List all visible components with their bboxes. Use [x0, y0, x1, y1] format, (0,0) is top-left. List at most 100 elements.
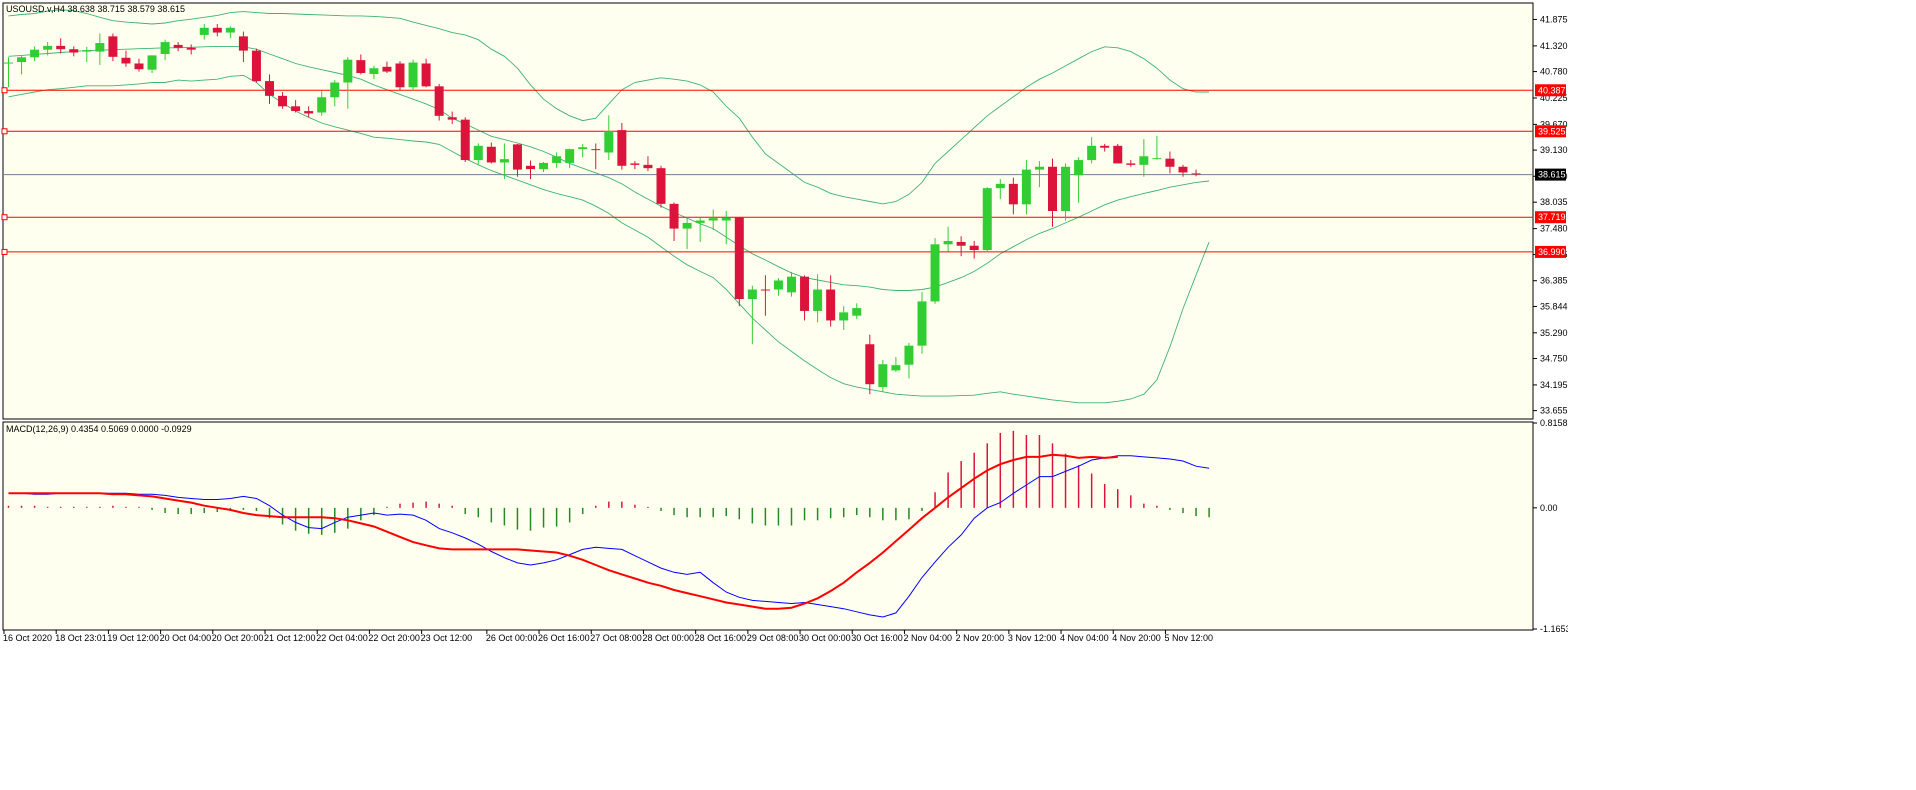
time-tick-label: 16 Oct 2020 [3, 633, 52, 643]
macd-pane[interactable] [2, 421, 1534, 631]
candle-body [4, 62, 13, 64]
level-price-label: 36.990 [1538, 247, 1566, 257]
price-tick-label: 33.655 [1540, 406, 1568, 416]
candle-body [512, 144, 522, 170]
time-tick-label: 28 Oct 00:00 [642, 633, 694, 643]
time-tick-label: 3 Nov 12:00 [1008, 633, 1057, 643]
macd-tick-label: 0.8158 [1540, 418, 1568, 428]
current-price-tag [1535, 168, 1566, 181]
candle-body [30, 49, 40, 58]
price-tick-label: 36.385 [1540, 276, 1568, 286]
price-tick-label: 35.844 [1540, 301, 1568, 311]
price-tick-label: 37.480 [1540, 224, 1568, 234]
level-handle[interactable] [1, 128, 8, 135]
candle-body [656, 168, 666, 204]
time-tick-label: 2 Nov 20:00 [956, 633, 1005, 643]
price-pane[interactable] [2, 2, 1534, 420]
candle-body [1021, 169, 1031, 205]
candle-body [121, 57, 131, 64]
candle-body [878, 364, 888, 388]
price-tick-label: 35.290 [1540, 328, 1568, 338]
candle-body [382, 66, 392, 72]
bollinger-middle-band [8, 45, 1210, 291]
candle-body [1048, 166, 1057, 211]
candle-body [943, 240, 953, 245]
level-handle[interactable] [1, 87, 8, 94]
candle-body [669, 203, 679, 229]
time-tick-label: 26 Oct 16:00 [538, 633, 590, 643]
level-handle[interactable] [1, 214, 8, 221]
time-tick-label: 20 Oct 04:00 [160, 633, 212, 643]
candle-body [982, 188, 992, 251]
macd-tick-label: 0.00 [1540, 503, 1558, 513]
candle-body [852, 308, 862, 316]
level-price-tag [1535, 125, 1566, 138]
candle-body [904, 345, 914, 365]
candle-body [186, 47, 196, 50]
candle-body [160, 42, 170, 54]
time-tick-label: 2 Nov 04:00 [903, 633, 952, 643]
candle-body [539, 162, 549, 170]
candle-body [317, 97, 327, 113]
candle-body [800, 276, 810, 311]
candle-body [578, 147, 588, 150]
candle-body [43, 45, 53, 50]
time-tick-label: 19 Oct 12:00 [107, 633, 159, 643]
candle-body [813, 289, 823, 311]
macd-tick-label: -1.1653 [1540, 624, 1568, 634]
candle-body [134, 63, 144, 70]
price-tick-label: 34.195 [1540, 380, 1568, 390]
candle-body [343, 59, 353, 83]
level-price-label: 40.387 [1538, 85, 1566, 95]
candle-body [565, 149, 575, 163]
candle-body [591, 149, 601, 151]
time-tick-label: 4 Nov 20:00 [1112, 633, 1161, 643]
candle-body [643, 164, 653, 169]
candle-body [69, 49, 79, 53]
candle-body [1126, 163, 1136, 165]
price-tick-label: 34.750 [1540, 354, 1568, 364]
macd-plot [7, 430, 1210, 618]
candle-body [473, 145, 483, 161]
candle-body [369, 68, 379, 74]
bollinger-lower-band [8, 74, 1210, 404]
candle-body [1165, 158, 1175, 167]
candle-body [1034, 166, 1044, 170]
time-tick-label: 23 Oct 12:00 [421, 633, 473, 643]
candle-body [95, 43, 105, 52]
candle-body [1074, 160, 1084, 176]
time-tick-label: 27 Oct 08:00 [590, 633, 642, 643]
time-tick-label: 28 Oct 16:00 [695, 633, 747, 643]
level-price-label: 37.719 [1538, 212, 1566, 222]
symbol-header: USOUSD.v,H4 38.638 38.715 38.579 38.615 [6, 4, 185, 14]
candle-body [395, 63, 405, 88]
candle-body [265, 81, 274, 96]
level-handle[interactable] [1, 248, 8, 255]
current-price-label: 38.615 [1538, 170, 1566, 180]
candle-body [421, 63, 431, 87]
time-tick-label: 26 Oct 00:00 [486, 633, 538, 643]
candle-body [1152, 158, 1162, 160]
candle-body [826, 289, 836, 321]
time-tick-label: 30 Oct 00:00 [799, 633, 851, 643]
time-tick-label: 20 Oct 20:00 [212, 633, 264, 643]
chart-window[interactable]: 41.87541.32040.78040.22539.67039.13038.5… [0, 0, 1568, 647]
level-price-tag [1535, 245, 1566, 258]
candle-body [434, 86, 444, 116]
price-plot [1, 9, 1533, 404]
candle-body [552, 156, 562, 163]
candle-body [56, 45, 66, 50]
time-tick-label: 21 Oct 12:00 [264, 633, 316, 643]
candle-body [499, 159, 509, 163]
candle-body [199, 27, 209, 35]
candle-body [212, 27, 222, 33]
candle-body [747, 289, 757, 300]
candle-body [408, 62, 418, 88]
price-tick-label: 39.130 [1540, 145, 1568, 155]
candle-body [291, 106, 301, 112]
candle-body [82, 50, 92, 52]
candle-body [486, 146, 496, 163]
candle-body [956, 241, 966, 246]
price-tick-label: 40.225 [1540, 93, 1568, 103]
axes: 41.87541.32040.78040.22539.67039.13038.5… [3, 14, 1568, 643]
